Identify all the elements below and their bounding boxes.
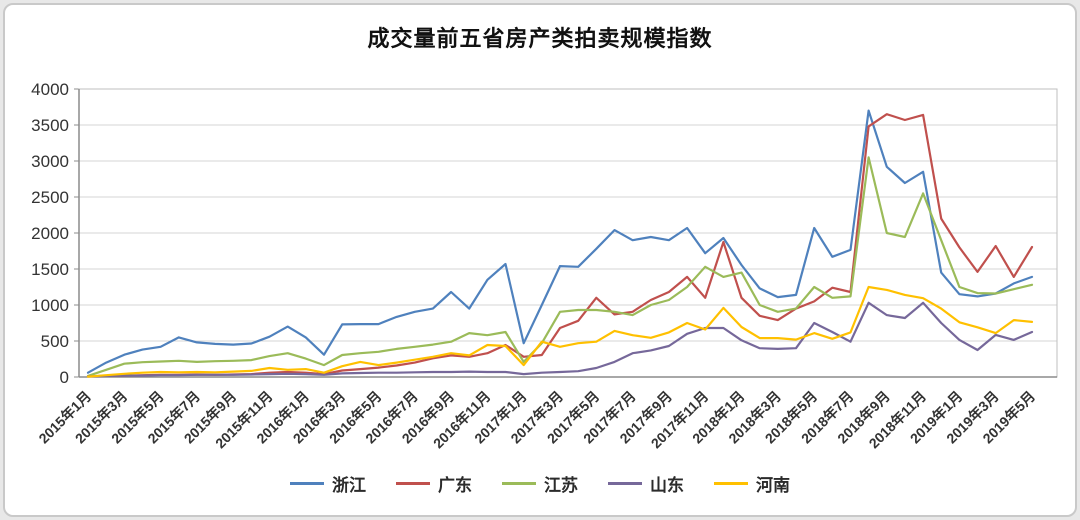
legend-label: 江苏	[544, 476, 578, 495]
y-tick-label: 0	[60, 368, 69, 387]
legend-swatch-icon	[502, 482, 536, 485]
series-line-4	[86, 285, 1034, 378]
legend-item-1: 广东	[396, 471, 472, 496]
legend-label: 浙江	[332, 476, 366, 495]
chart-title: 成交量前五省房产类拍卖规模指数	[367, 26, 713, 51]
y-tick-label: 3000	[31, 152, 69, 171]
series-line-3	[86, 301, 1034, 378]
legend-label: 山东	[650, 476, 684, 495]
chart-legend: 浙江 广东 江苏 山东 河南	[5, 471, 1075, 496]
legend-label: 广东	[438, 476, 472, 495]
y-tick-label: 4000	[31, 80, 69, 99]
legend-swatch-icon	[396, 482, 430, 485]
series-line-0	[86, 109, 1034, 374]
legend-label: 河南	[756, 476, 790, 495]
y-tick-label: 2500	[31, 188, 69, 207]
series-line-2	[86, 156, 1034, 377]
legend-swatch-icon	[714, 482, 748, 485]
legend-item-0: 浙江	[290, 471, 366, 496]
legend-swatch-icon	[290, 482, 324, 485]
legend-item-3: 山东	[608, 471, 684, 496]
line-chart: 0 500 1000 1500 2000 2500 3000 3500 4000 2015年1月2…	[31, 80, 1058, 452]
y-axis-tick-labels: 0 500 1000 1500 2000 2500 3000 3500 4000	[31, 80, 69, 387]
legend-swatch-icon	[608, 482, 642, 485]
y-tick-label: 2000	[31, 224, 69, 243]
chart-card: 成交量前五省房产类拍卖规模指数 0 500 1000 1500 2000 2500 3000…	[3, 3, 1077, 517]
y-tick-label: 1500	[31, 260, 69, 279]
y-tick-label: 500	[41, 332, 69, 351]
x-axis-tick-labels: 2015年1月2015年3月2015年5月2015年7月2015年9月2015年…	[35, 388, 1038, 452]
legend-item-4: 河南	[714, 471, 790, 496]
y-tick-label: 1000	[31, 296, 69, 315]
series-line-1	[86, 113, 1034, 378]
gridlines	[74, 88, 1057, 378]
legend-item-2: 江苏	[502, 471, 578, 496]
y-tick-label: 3500	[31, 116, 69, 135]
